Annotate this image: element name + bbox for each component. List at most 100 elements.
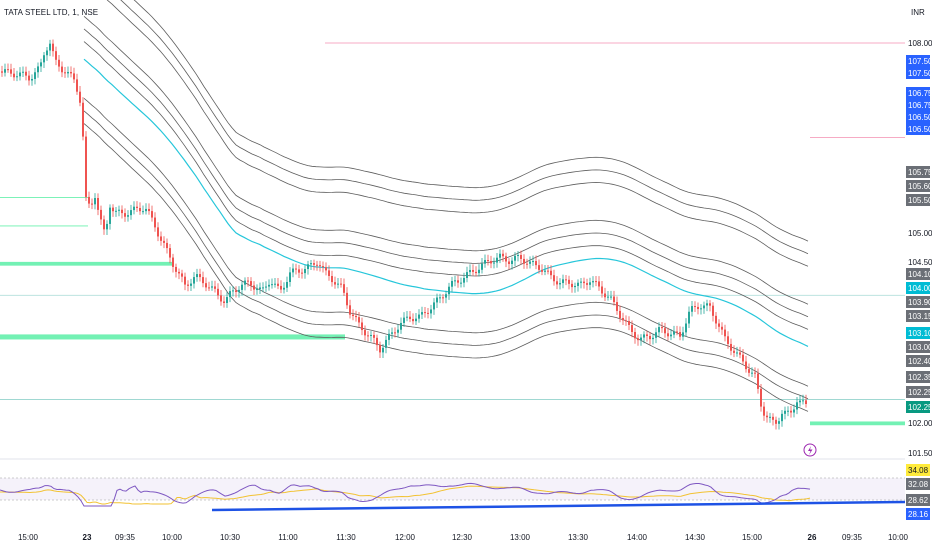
candle	[121, 205, 123, 219]
candle	[334, 276, 336, 289]
candle	[562, 274, 564, 289]
candle	[397, 324, 399, 338]
candle	[85, 131, 87, 202]
candle	[766, 411, 768, 423]
svg-text:105.00: 105.00	[908, 229, 932, 238]
candle	[547, 265, 549, 275]
candle	[49, 39, 51, 57]
candle	[313, 259, 315, 271]
candle	[526, 258, 528, 269]
time-tick: 12:00	[395, 533, 416, 542]
candle	[142, 205, 144, 215]
price-label: 103.15	[906, 310, 932, 322]
candle	[622, 312, 624, 325]
candle	[493, 257, 495, 269]
candle	[448, 282, 450, 300]
candle	[544, 264, 546, 276]
svg-text:103.10: 103.10	[908, 329, 932, 338]
candle	[457, 275, 459, 288]
rsi-pane	[0, 477, 906, 512]
candle	[586, 278, 588, 291]
candle	[415, 313, 417, 325]
candle	[403, 312, 405, 327]
band-line	[83, 28, 809, 318]
support-zone	[0, 334, 345, 340]
price-label: 106.75	[906, 87, 932, 99]
candle	[241, 281, 243, 296]
price-label: 102.40	[906, 355, 932, 367]
candle	[301, 268, 303, 279]
candle	[136, 201, 138, 212]
candle	[58, 55, 60, 72]
candle	[253, 281, 255, 295]
candle	[7, 63, 9, 73]
candle	[754, 367, 756, 379]
candle	[139, 202, 141, 215]
candle	[733, 345, 735, 358]
candle	[25, 66, 27, 81]
candle	[706, 299, 708, 312]
candle	[430, 304, 432, 319]
price-label: 102.35	[906, 371, 932, 383]
candle	[247, 276, 249, 287]
candle	[379, 341, 381, 359]
candle	[181, 269, 183, 283]
price-label: 106.75	[906, 99, 932, 111]
band-line	[83, 110, 809, 400]
candle	[541, 264, 543, 276]
candle	[778, 417, 780, 430]
candle	[499, 249, 501, 264]
candle	[349, 299, 351, 319]
price-label: 103.90	[906, 296, 932, 308]
alert-marker[interactable]	[803, 443, 817, 457]
candle	[172, 253, 174, 273]
candle	[481, 258, 483, 274]
svg-text:103.90: 103.90	[908, 298, 932, 307]
svg-text:102.00: 102.00	[908, 419, 932, 428]
price-label: 103.10	[906, 327, 932, 339]
candles[interactable]	[1, 39, 807, 430]
svg-text:106.75: 106.75	[908, 101, 932, 110]
time-tick: 09:35	[115, 533, 136, 542]
candle	[532, 255, 534, 266]
svg-text:106.50: 106.50	[908, 113, 932, 122]
time-tick: 15:00	[18, 533, 39, 542]
candle	[352, 309, 354, 321]
candle	[463, 272, 465, 288]
time-tick: 13:30	[568, 533, 589, 542]
candle	[652, 333, 654, 345]
candle	[520, 250, 522, 265]
candle	[67, 66, 69, 78]
candle	[646, 330, 648, 342]
candle	[745, 355, 747, 373]
candle	[760, 384, 762, 412]
rsi-label: 32.08	[906, 478, 930, 490]
candle	[757, 368, 759, 394]
candle	[442, 294, 444, 304]
candle	[469, 264, 471, 277]
candle	[490, 255, 492, 269]
candle	[163, 236, 165, 249]
candle	[298, 264, 300, 278]
envelope-bands	[83, 0, 809, 412]
candle	[667, 327, 669, 341]
candle	[106, 220, 108, 235]
candle	[427, 308, 429, 319]
candle	[613, 290, 615, 306]
candle	[631, 320, 633, 338]
time-tick: 10:30	[220, 533, 241, 542]
candle	[748, 363, 750, 377]
time-axis: 15:00 23 09:35 10:00 10:30 11:00 11:30 12:00 12:…	[18, 533, 909, 542]
svg-text:102.35: 102.35	[908, 373, 932, 382]
price-label: 105.60	[906, 180, 932, 192]
candle	[88, 191, 90, 209]
candle	[673, 325, 675, 339]
candle	[793, 404, 795, 418]
candle	[472, 264, 474, 276]
candle	[565, 274, 567, 286]
candle	[328, 265, 330, 281]
candle	[94, 193, 96, 210]
candle	[13, 68, 15, 81]
time-tick: 26	[808, 533, 817, 542]
